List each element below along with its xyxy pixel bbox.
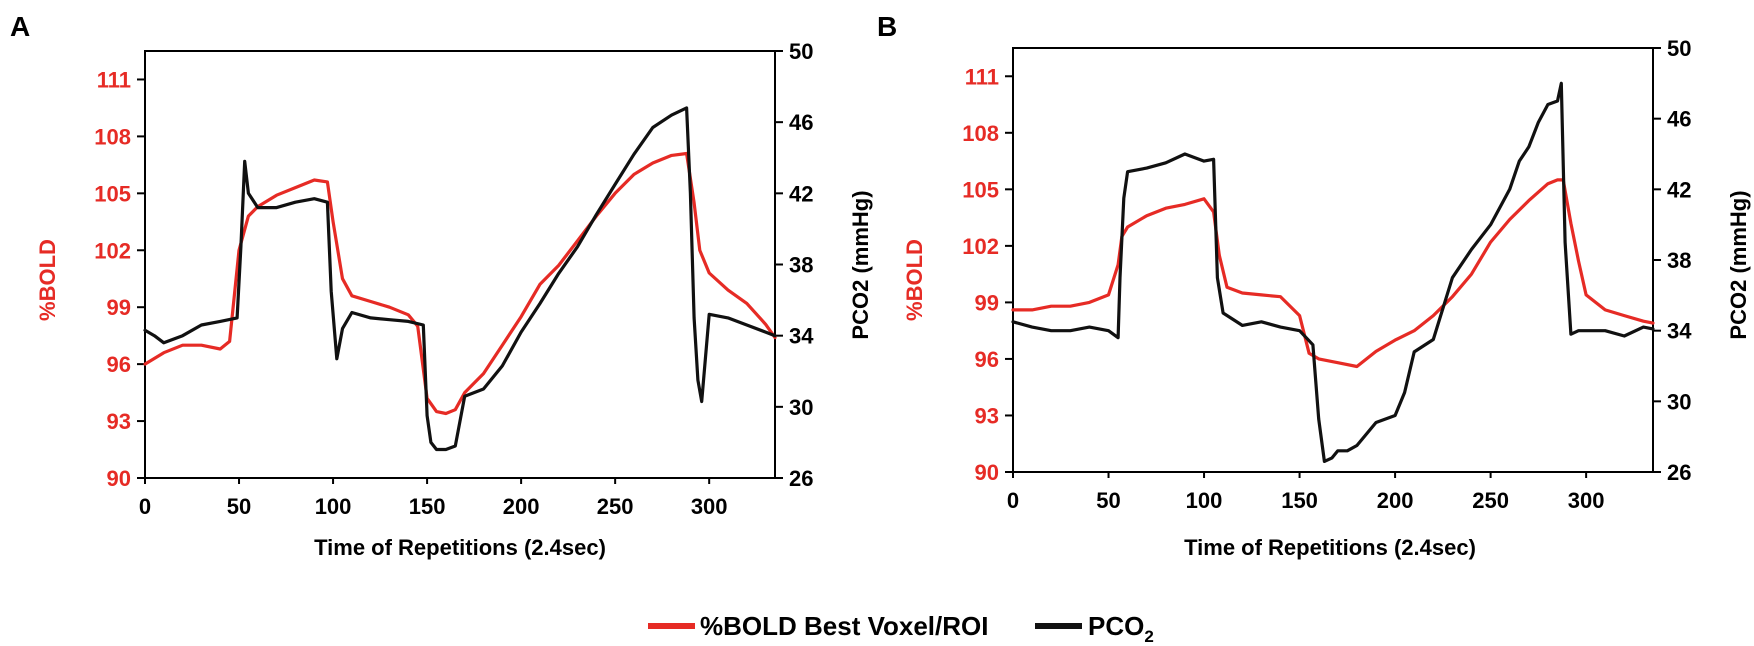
y-left-tick-label: 99: [975, 290, 999, 315]
y-left-tick-label: 93: [107, 409, 131, 434]
x-tick-label: 50: [227, 494, 251, 519]
series-lines-a: [143, 106, 777, 452]
x-tick-label: 0: [139, 494, 151, 519]
y-right-ticks-b: 26 30 34 38 42 46 50: [1653, 36, 1692, 485]
x-tick-label: 250: [597, 494, 634, 519]
x-tick-label: 200: [503, 494, 540, 519]
y-right-ticks-a: 26 30 34 38 42 46 50: [775, 39, 814, 491]
x-ticks-b: 0 50 100 150 200 250 300: [1007, 472, 1605, 513]
y-right-axis-label-a: PCO2 (mmHg): [848, 190, 873, 339]
y-left-ticks-b: 90 93 96 99 102 105 108 111: [962, 64, 1013, 485]
series-lines-b: [1011, 81, 1655, 463]
chart-panel-b: B 90 93 96 99 102 105 108 111 26 30 34 38 42 46 50 0 5…: [877, 11, 1751, 560]
y-right-tick-label: 30: [789, 395, 813, 420]
chart-panel-a: A 90 93 96 99 102 105 108 111 26 30 34 38 42 46 50 0 5…: [10, 11, 873, 560]
y-right-tick-label: 46: [1667, 107, 1691, 132]
x-tick-label: 200: [1377, 488, 1414, 513]
x-axis-label-b: Time of Repetitions (2.4sec): [1184, 535, 1476, 560]
plot-frame-b: [1012, 47, 1654, 473]
x-tick-label: 100: [315, 494, 352, 519]
y-left-tick-label: 111: [97, 67, 131, 92]
y-right-tick-label: 26: [789, 466, 813, 491]
legend-label-pco2: PCO2: [1088, 611, 1154, 646]
y-left-tick-label: 96: [975, 347, 999, 372]
x-tick-label: 300: [1568, 488, 1605, 513]
x-tick-label: 50: [1096, 488, 1120, 513]
y-left-tick-label: 90: [107, 466, 131, 491]
pco2-series-line: [143, 106, 777, 452]
y-left-axis-label-a: %BOLD: [35, 239, 60, 321]
y-right-tick-label: 50: [1667, 36, 1691, 61]
pco2-series-line: [1011, 81, 1655, 463]
x-axis-label-a: Time of Repetitions (2.4sec): [314, 535, 606, 560]
x-ticks-a: 0 50 100 150 200 250 300: [139, 478, 728, 519]
y-right-tick-label: 42: [789, 181, 813, 206]
y-right-tick-label: 30: [1667, 389, 1691, 414]
y-left-axis-label-b: %BOLD: [902, 239, 927, 321]
y-right-tick-label: 38: [1667, 248, 1691, 273]
bold-series-line: [143, 151, 777, 416]
y-left-tick-label: 102: [94, 238, 131, 263]
x-tick-label: 0: [1007, 488, 1019, 513]
x-tick-label: 100: [1186, 488, 1223, 513]
y-left-tick-label: 102: [962, 234, 999, 259]
x-tick-label: 300: [691, 494, 728, 519]
y-left-tick-label: 105: [962, 177, 999, 202]
y-left-tick-label: 90: [975, 460, 999, 485]
y-left-tick-label: 105: [94, 181, 131, 206]
x-tick-label: 150: [409, 494, 446, 519]
y-left-tick-label: 108: [94, 124, 131, 149]
y-right-tick-label: 42: [1667, 177, 1691, 202]
y-left-tick-label: 96: [107, 352, 131, 377]
legend: %BOLD Best Voxel/ROI PCO2: [648, 611, 1154, 646]
y-right-tick-label: 26: [1667, 460, 1691, 485]
x-tick-label: 250: [1472, 488, 1509, 513]
y-left-tick-label: 93: [975, 403, 999, 428]
y-right-tick-label: 50: [789, 39, 813, 64]
y-right-tick-label: 34: [789, 324, 814, 349]
y-left-tick-label: 108: [962, 121, 999, 146]
legend-label-bold: %BOLD Best Voxel/ROI: [700, 611, 988, 641]
y-right-tick-label: 38: [789, 253, 813, 278]
y-left-tick-label: 99: [107, 295, 131, 320]
bold-series-line: [1011, 178, 1655, 369]
x-tick-label: 150: [1281, 488, 1318, 513]
panel-label-b: B: [877, 11, 897, 42]
y-right-axis-label-b: PCO2 (mmHg): [1726, 190, 1751, 339]
y-left-ticks-a: 90 93 96 99 102 105 108 111: [94, 67, 145, 491]
y-right-tick-label: 34: [1667, 319, 1692, 344]
panel-label-a: A: [10, 11, 30, 42]
y-left-tick-label: 111: [965, 64, 999, 89]
y-right-tick-label: 46: [789, 110, 813, 135]
